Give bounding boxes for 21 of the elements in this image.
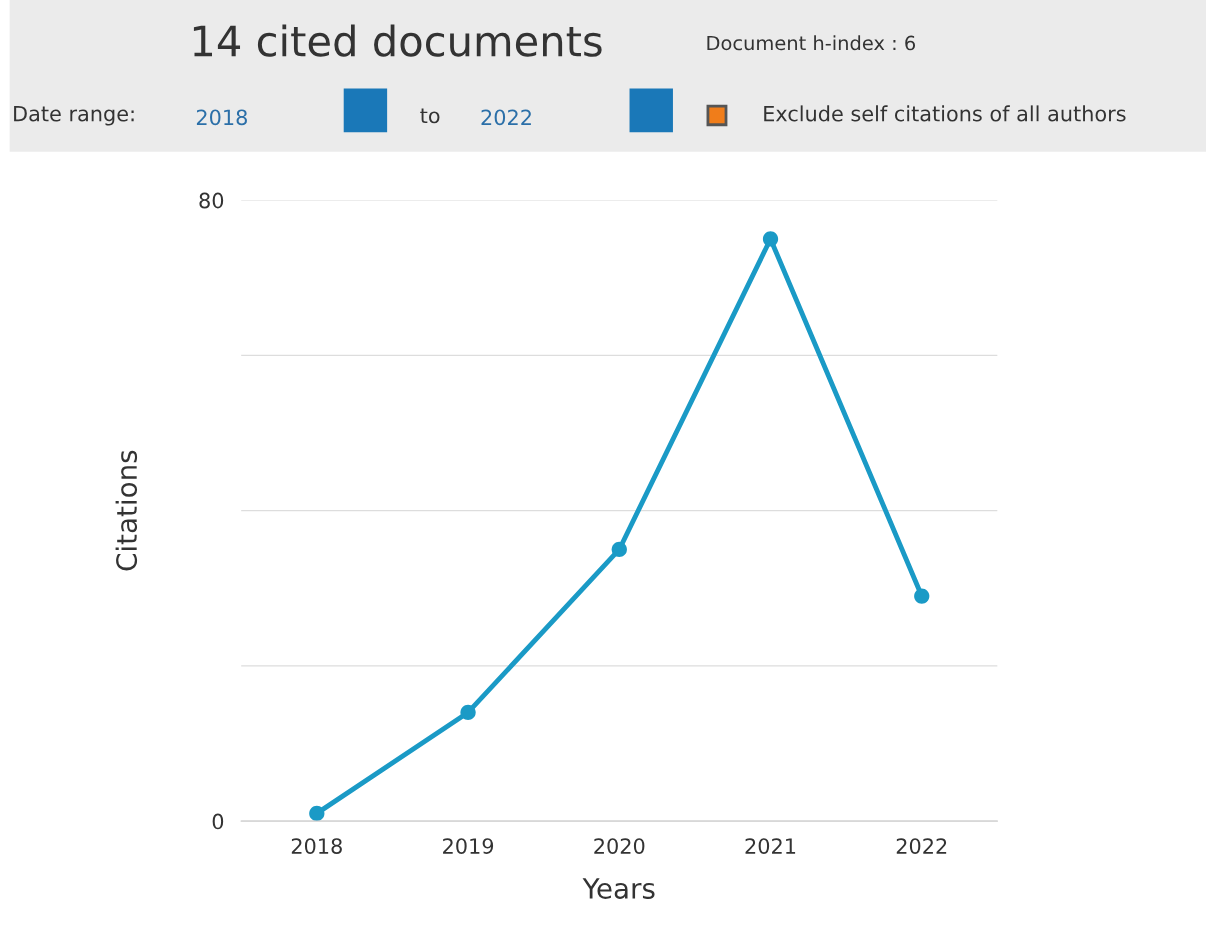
y-axis-title: Citations xyxy=(115,450,138,571)
y-tick-label: 0 xyxy=(212,813,224,830)
point xyxy=(460,704,476,721)
y-tick-label: 80 xyxy=(199,192,224,209)
text: to xyxy=(420,108,440,124)
x-tick-label: 2021 xyxy=(745,838,796,854)
text: 2022 xyxy=(481,109,531,126)
point xyxy=(611,541,627,558)
x-tick-label: 2022 xyxy=(896,838,947,854)
point xyxy=(762,231,779,247)
chart-title: 14 cited documents xyxy=(193,24,602,57)
x-axis-title: Years xyxy=(582,878,655,899)
point xyxy=(309,805,325,822)
text: Date range: xyxy=(14,106,134,126)
text: 2018 xyxy=(196,109,247,126)
x-tick-label: 2020 xyxy=(594,838,645,854)
point xyxy=(914,588,930,604)
x-tick-label: 2019 xyxy=(443,838,494,854)
chart-subtitle: Document h-index : 6 xyxy=(707,35,916,51)
x-tick-label: 2018 xyxy=(291,838,342,854)
text: Exclude self citations of all authors xyxy=(764,105,1126,122)
